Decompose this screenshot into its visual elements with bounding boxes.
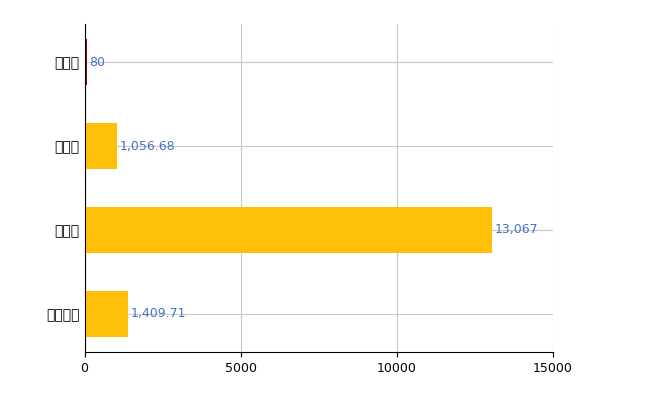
Bar <box>84 39 87 85</box>
Text: 1,056.68: 1,056.68 <box>120 140 176 152</box>
Text: 1,409.71: 1,409.71 <box>131 308 187 320</box>
Text: 13,067: 13,067 <box>495 224 538 236</box>
Text: 80: 80 <box>90 56 105 68</box>
Bar <box>84 207 492 253</box>
Bar <box>84 291 129 337</box>
Bar <box>84 123 118 169</box>
